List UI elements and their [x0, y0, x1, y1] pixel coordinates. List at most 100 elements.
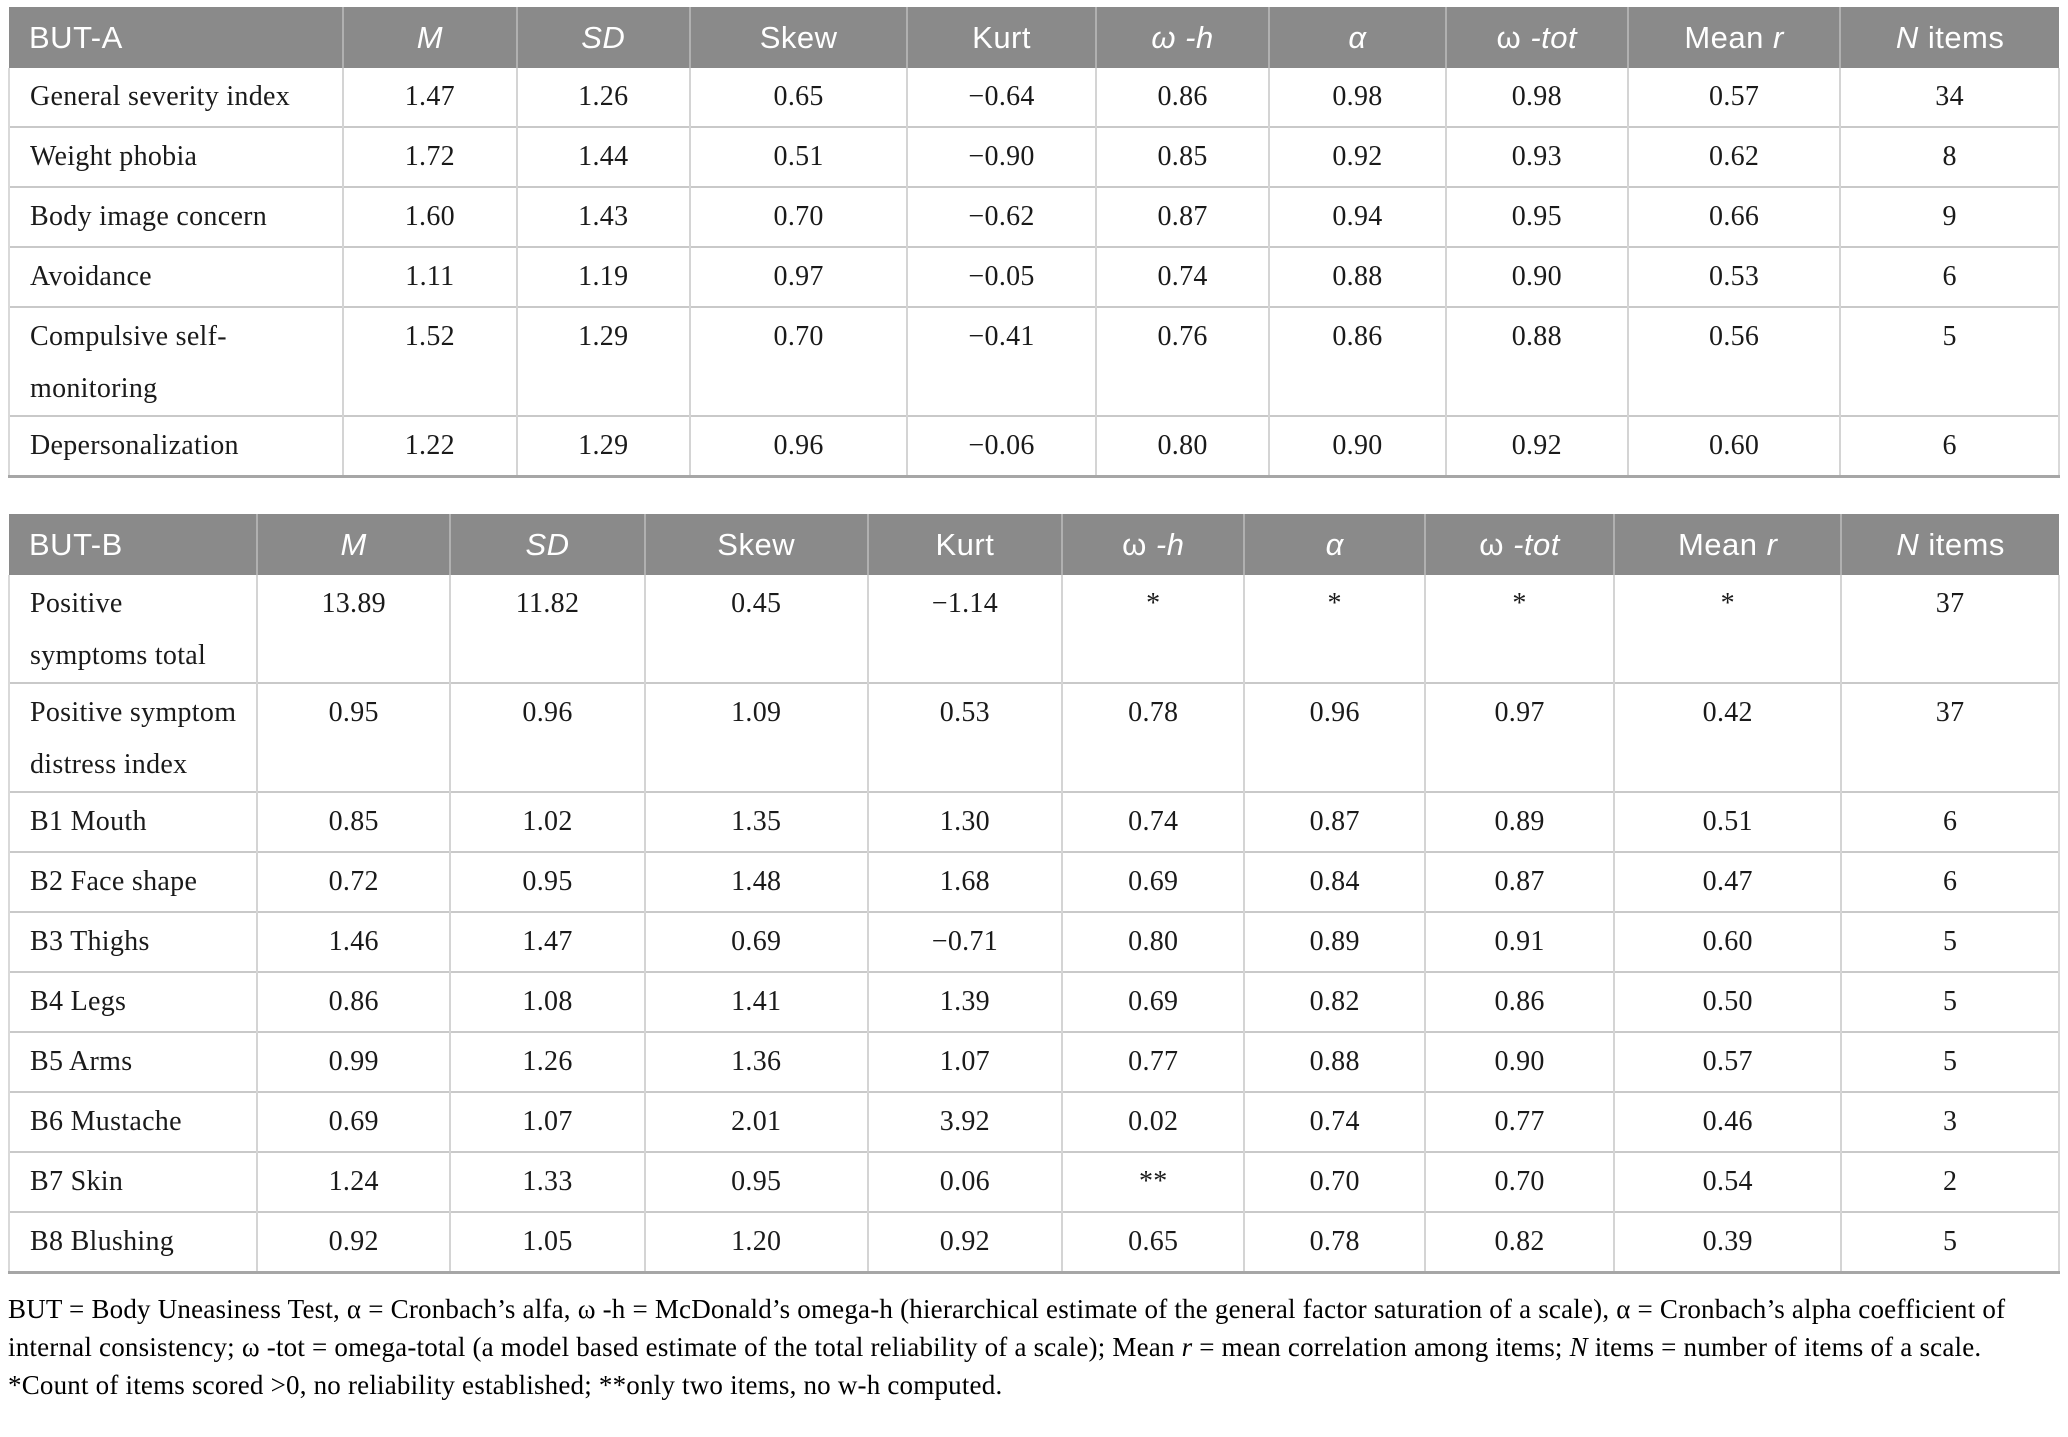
cell-value: 1.47 — [449, 911, 645, 972]
cell-value: 5 — [1839, 306, 2060, 416]
row-label: Body image concern — [7, 186, 344, 247]
row-label: Weight phobia — [7, 126, 344, 187]
cell-value: 0.96 — [688, 415, 908, 478]
cell-value: 37 — [1840, 575, 2060, 683]
table-row: B1 Mouth 0.85 1.02 1.35 1.30 0.74 0.87 0.89 0.51… — [7, 791, 2060, 852]
cell-value: 0.82 — [1243, 971, 1425, 1032]
cell-value: 1.07 — [449, 1091, 645, 1152]
table-row: Weight phobia 1.72 1.44 0.51 −0.90 0.85 0.92 0.… — [7, 126, 2060, 187]
cell-value: 1.02 — [449, 791, 645, 852]
table-row: B6 Mustache 0.69 1.07 2.01 3.92 0.02 0.74 0.77 0… — [7, 1091, 2060, 1152]
cell-value: 0.74 — [1243, 1091, 1425, 1152]
cell-value: 0.91 — [1423, 911, 1615, 972]
table-row: Depersonalization 1.22 1.29 0.96 −0.06 0.80 0.… — [7, 415, 2060, 478]
cell-value: 0.90 — [1444, 246, 1629, 307]
cell-value: 0.88 — [1243, 1031, 1425, 1092]
cell-value: 0.90 — [1423, 1031, 1615, 1092]
cell-value: 0.69 — [643, 911, 868, 972]
cell-value: 1.11 — [342, 246, 517, 307]
cell-value: 0.87 — [1423, 851, 1615, 912]
table-body: Positive symptoms total 13.89 11.82 0.45 −1.… — [7, 575, 2060, 1274]
cell-value: 1.36 — [643, 1031, 868, 1092]
table-row: B8 Blushing 0.92 1.05 1.20 0.92 0.65 0.78 0.82 0… — [7, 1211, 2060, 1274]
cell-value: 1.30 — [866, 791, 1063, 852]
cell-value: * — [1243, 575, 1425, 683]
cell-value: 1.09 — [643, 682, 868, 792]
cell-value: 0.87 — [1094, 186, 1270, 247]
column-header: ω -h — [1094, 7, 1270, 68]
cell-value: 0.95 — [643, 1151, 868, 1212]
cell-value: 8 — [1839, 126, 2060, 187]
cell-value: 0.97 — [1423, 682, 1615, 792]
row-label: B5 Arms — [7, 1031, 258, 1092]
cell-value: 1.46 — [256, 911, 451, 972]
cell-value: 0.95 — [256, 682, 451, 792]
row-label: B6 Mustache — [7, 1091, 258, 1152]
cell-value: 0.95 — [449, 851, 645, 912]
cell-value: 1.19 — [515, 246, 690, 307]
cell-value: 0.86 — [1268, 306, 1446, 416]
cell-value: 0.82 — [1423, 1211, 1615, 1274]
column-header: Kurt — [906, 7, 1096, 68]
column-header: ω -tot — [1423, 514, 1615, 575]
cell-value: 0.54 — [1613, 1151, 1842, 1212]
cell-value: * — [1061, 575, 1245, 683]
cell-value: 6 — [1839, 415, 2060, 478]
cell-value: 0.65 — [688, 68, 908, 127]
cell-value: 1.68 — [866, 851, 1063, 912]
cell-value: 0.60 — [1627, 415, 1841, 478]
row-label: General severity index — [7, 68, 344, 127]
table-row: General severity index 1.47 1.26 0.65 −0.64 0… — [7, 68, 2060, 127]
cell-value: 2.01 — [643, 1091, 868, 1152]
cell-value: 0.86 — [256, 971, 451, 1032]
column-header: ω -tot — [1444, 7, 1629, 68]
cell-value: 0.50 — [1613, 971, 1842, 1032]
column-header: Kurt — [866, 514, 1063, 575]
cell-value: 0.51 — [688, 126, 908, 187]
column-header: Mean r — [1627, 7, 1841, 68]
cell-value: 37 — [1840, 682, 2060, 792]
cell-value: 0.80 — [1094, 415, 1270, 478]
cell-value: 34 — [1839, 68, 2060, 127]
table-row: Compulsive self- monitoring 1.52 1.29 0.70−… — [7, 306, 2060, 416]
cell-value: 0.76 — [1094, 306, 1270, 416]
cell-value: 0.89 — [1243, 911, 1425, 972]
row-label: B8 Blushing — [7, 1211, 258, 1274]
cell-value: 0.80 — [1061, 911, 1245, 972]
row-label: Positive symptoms total — [7, 575, 258, 683]
cell-value: 0.69 — [1061, 851, 1245, 912]
cell-value: 0.53 — [866, 682, 1063, 792]
cell-value: 0.70 — [1243, 1151, 1425, 1212]
column-header: M — [342, 7, 517, 68]
cell-value: 0.98 — [1268, 68, 1446, 127]
table-row: B7 Skin 1.24 1.33 0.95 0.06 ** 0.70 0.70 0.54 2 — [7, 1151, 2060, 1212]
cell-value: 0.78 — [1061, 682, 1245, 792]
cell-value: 0.72 — [256, 851, 451, 912]
cell-value: 0.89 — [1423, 791, 1615, 852]
cell-value: 0.97 — [688, 246, 908, 307]
row-label: Avoidance — [7, 246, 344, 307]
cell-value: 6 — [1840, 851, 2060, 912]
cell-value: −1.14 — [866, 575, 1063, 683]
cell-value: 1.39 — [866, 971, 1063, 1032]
cell-value: ** — [1061, 1151, 1245, 1212]
table-row: Body image concern 1.60 1.43 0.70 −0.62 0.87 0… — [7, 186, 2060, 247]
cell-value: 0.90 — [1268, 415, 1446, 478]
column-header: SD — [449, 514, 645, 575]
row-label: Compulsive self- monitoring — [7, 306, 344, 416]
cell-value: 0.56 — [1627, 306, 1841, 416]
cell-value: 0.74 — [1061, 791, 1245, 852]
cell-value: 0.60 — [1613, 911, 1842, 972]
row-label: B1 Mouth — [7, 791, 258, 852]
cell-value: 0.96 — [1243, 682, 1425, 792]
cell-value: −0.71 — [866, 911, 1063, 972]
cell-value: 0.53 — [1627, 246, 1841, 307]
table-title: BUT-A — [9, 7, 344, 68]
cell-value: −0.05 — [906, 246, 1096, 307]
table-row: Positive symptom distress index 0.95 0.96 1… — [7, 682, 2060, 792]
